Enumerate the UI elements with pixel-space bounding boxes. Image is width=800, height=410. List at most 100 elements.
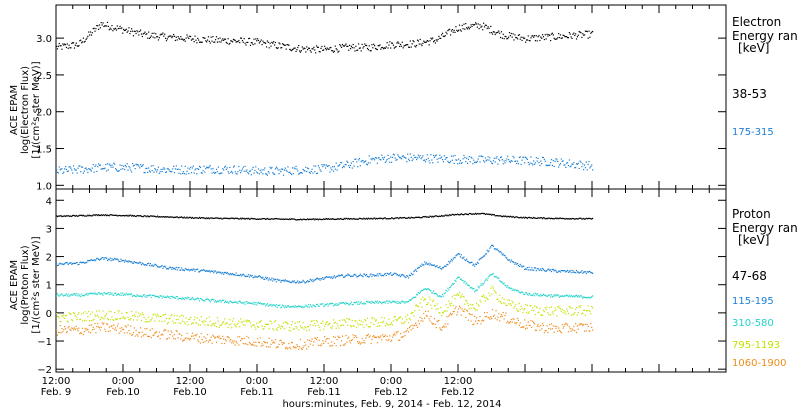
data-point [396,320,398,322]
data-point [104,214,106,217]
data-point [181,335,183,337]
data-point [74,44,76,46]
data-point [61,168,63,170]
data-point [529,217,531,219]
data-point [486,159,488,161]
data-point [225,217,227,219]
data-point [545,217,547,220]
data-point [75,325,77,327]
data-point [203,269,205,271]
data-point [544,307,546,309]
data-point [544,160,546,162]
data-point [296,327,298,329]
data-point [66,331,68,333]
data-point [509,161,512,163]
data-point [186,34,188,36]
data-point [66,170,68,173]
data-point [73,327,76,329]
data-point [140,215,143,217]
data-point [340,161,342,164]
data-point [197,168,199,170]
data-point [122,215,124,217]
data-point [232,342,235,344]
data-point [148,316,150,318]
data-point [499,320,501,322]
data-point [483,26,486,28]
data-point [137,31,139,33]
data-point [222,322,224,324]
data-point [481,284,483,286]
data-point [358,157,361,160]
data-point [252,218,254,220]
data-point [536,160,538,162]
data-point [210,168,212,170]
data-point [424,298,427,300]
data-point [425,262,428,264]
data-point [480,155,482,157]
data-point [317,165,319,167]
data-point [491,293,493,295]
data-point [471,287,473,289]
data-point [145,333,147,336]
data-point [374,318,376,320]
data-point [193,299,195,301]
data-point [265,323,267,326]
data-point [384,47,386,49]
data-point [384,272,386,275]
data-point [352,43,354,46]
data-point [460,162,462,164]
data-point [223,318,226,320]
data-point [317,324,319,326]
data-point [591,305,593,308]
data-point [390,302,392,304]
data-point [222,299,224,301]
data-point [575,323,577,325]
data-point [486,279,488,281]
data-point [592,307,594,309]
data-point [418,156,420,158]
data-point [357,49,359,51]
data-point [430,290,432,292]
data-point [314,279,316,281]
data-point [225,340,227,342]
data-point [97,25,99,27]
data-point [439,312,441,314]
data-point [510,318,512,321]
data-point [262,344,264,346]
data-point [498,277,500,280]
data-point [583,168,585,171]
data-point [176,269,178,271]
data-point [452,304,454,307]
data-point [320,322,322,324]
data-point [263,169,265,171]
data-point [414,156,416,159]
data-point [103,25,105,28]
data-point [407,322,410,324]
data-point [407,216,410,219]
data-point [497,163,499,165]
data-point [133,261,135,263]
data-point [328,323,330,325]
data-point [233,165,235,167]
data-point [208,166,210,168]
data-point [224,217,227,219]
data-point [392,153,394,155]
data-point [352,160,354,163]
data-point [329,218,331,220]
data-point [389,41,391,43]
data-point [561,217,563,220]
data-point [277,279,279,281]
data-point [340,325,342,327]
data-point [578,272,580,274]
data-point [575,38,578,40]
data-point [554,295,556,297]
data-point [209,271,211,273]
data-point [589,297,591,299]
data-point [222,335,224,337]
data-point [185,217,187,219]
data-point [450,214,453,216]
data-point [242,342,244,345]
data-point [566,162,569,164]
data-point [558,217,561,219]
data-point [75,262,77,264]
